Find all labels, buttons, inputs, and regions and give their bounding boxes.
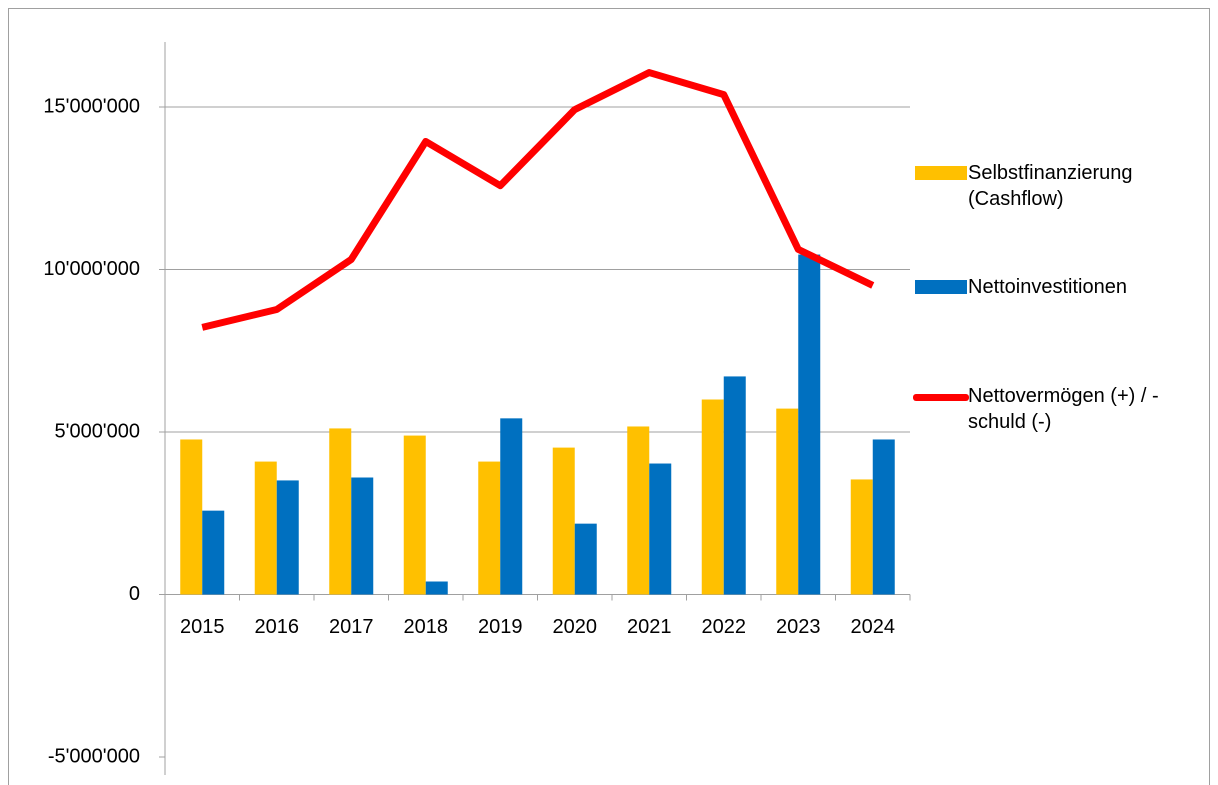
bar (649, 463, 672, 595)
legend-swatch (913, 394, 969, 401)
y-tick-label: -5'000'000 (48, 745, 140, 767)
x-tick-label: 2022 (702, 616, 747, 638)
bar (872, 439, 895, 595)
legend-label: Nettovermögen (+) / -schuld (-) (968, 385, 1159, 433)
bar (478, 461, 501, 595)
bar (425, 581, 448, 595)
bar (850, 479, 873, 595)
bar (329, 428, 352, 595)
bar (627, 426, 650, 595)
x-tick-label: 2023 (776, 616, 821, 638)
bar (202, 510, 225, 595)
x-tick-label: 2017 (329, 616, 374, 638)
legend-label: Selbstfinanzierung (Cashflow) (968, 162, 1133, 210)
bar (574, 523, 597, 595)
bar (552, 447, 575, 595)
y-tick-label: 0 (129, 583, 140, 605)
bar (254, 461, 277, 595)
y-tick-label: 15'000'000 (43, 95, 140, 117)
x-tick-label: 2024 (851, 616, 896, 638)
line (201, 69, 875, 331)
bar (701, 399, 724, 595)
bar (351, 477, 374, 595)
legend-swatch (915, 280, 967, 294)
bar (180, 439, 203, 595)
x-tick-label: 2021 (627, 616, 672, 638)
x-tick-label: 2018 (404, 616, 449, 638)
legend-label: Nettoinvestitionen (968, 276, 1127, 298)
x-tick-label: 2019 (478, 616, 523, 638)
x-tick-label: 2015 (180, 616, 225, 638)
bar (776, 408, 799, 595)
chart-border (8, 8, 1210, 785)
bar (798, 254, 821, 595)
bar (276, 480, 299, 595)
x-tick-label: 2020 (553, 616, 598, 638)
bar (723, 376, 746, 595)
legend-swatch (915, 166, 967, 180)
bar (500, 418, 523, 595)
y-tick-label: 5'000'000 (55, 420, 141, 442)
bar (403, 435, 426, 595)
x-tick-label: 2016 (255, 616, 300, 638)
y-tick-label: 10'000'000 (43, 258, 140, 280)
